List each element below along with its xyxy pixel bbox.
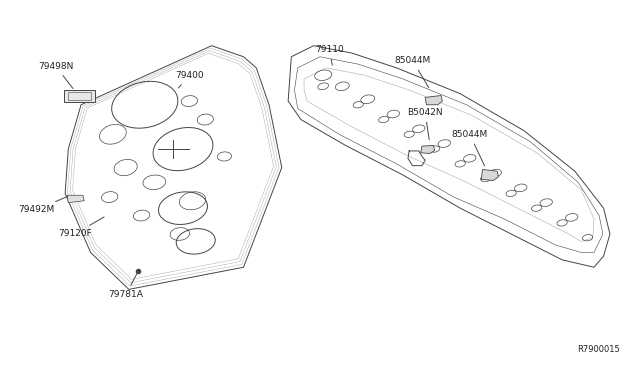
Text: 79781A: 79781A	[108, 273, 143, 299]
Text: 79498N: 79498N	[38, 61, 73, 89]
Polygon shape	[481, 169, 499, 180]
Text: 85044M: 85044M	[394, 56, 431, 88]
Polygon shape	[67, 195, 84, 203]
Polygon shape	[420, 145, 435, 154]
Text: B5042N: B5042N	[407, 108, 443, 140]
FancyBboxPatch shape	[64, 90, 95, 102]
Text: 79110: 79110	[315, 45, 344, 65]
Text: 79120F: 79120F	[58, 217, 104, 238]
Polygon shape	[425, 96, 442, 105]
Text: R7900015: R7900015	[577, 345, 620, 354]
Text: 85044M: 85044M	[452, 130, 488, 166]
Text: 79492M: 79492M	[19, 196, 68, 215]
Text: 79400: 79400	[175, 71, 204, 88]
